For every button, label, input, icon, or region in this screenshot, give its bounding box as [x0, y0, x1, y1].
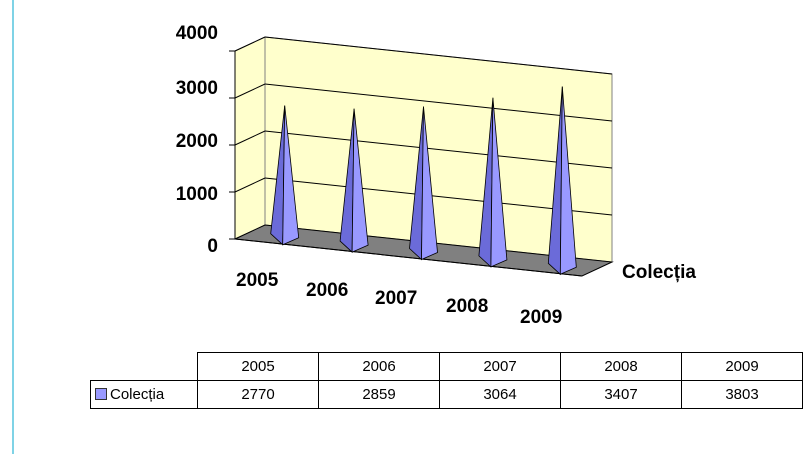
- table-row-label: Colecția: [110, 386, 165, 403]
- pyramid-face-right: [351, 108, 369, 253]
- table-header-cell: 2009: [681, 352, 803, 381]
- y-tick-label: 3000: [176, 78, 218, 99]
- pyramid-face-right: [559, 86, 577, 275]
- y-tick-label: 4000: [176, 23, 218, 44]
- pyramid-face-right: [490, 97, 508, 268]
- table-value-cell: 3064: [439, 380, 561, 409]
- pyramid-bar: [339, 108, 369, 253]
- y-tick-label: 1000: [176, 184, 218, 205]
- gridline: [264, 83, 613, 122]
- gridline-side: [234, 177, 266, 193]
- gridline-side: [234, 130, 266, 146]
- x-tick-label: 2008: [446, 296, 488, 317]
- x-axis-line: [234, 238, 583, 277]
- x-tick-label: 2006: [306, 280, 348, 301]
- table-corner-cell: [90, 352, 198, 381]
- x-tick-label: 2009: [520, 307, 562, 328]
- x-tick-label: 2007: [375, 288, 417, 309]
- chart-gridlines: [229, 36, 613, 240]
- y-tick-label: 0: [207, 236, 218, 257]
- table-header-cell: 2006: [318, 352, 440, 381]
- gridline: [264, 130, 613, 169]
- legend-key-swatch: [95, 388, 107, 400]
- pyramid-bar: [478, 97, 508, 268]
- depth-axis-label: Colecția: [622, 262, 696, 283]
- gridline-side: [234, 83, 266, 99]
- data-table: 2005 2006 2007 2008 2009 Colecția 2770 2…: [90, 352, 803, 409]
- table-value-cell: 2859: [318, 380, 440, 409]
- chart-labels: 4000 3000 2000 1000 0 2005 2006 2007 200…: [176, 23, 697, 328]
- pyramid-bar: [547, 86, 577, 276]
- table-header-cell: 2005: [197, 352, 319, 381]
- table-value-cell: 3407: [560, 380, 682, 409]
- left-border-rule: [12, 0, 14, 454]
- pyramid-bar: [409, 106, 438, 261]
- table-value-cell: 3803: [681, 380, 803, 409]
- y-tick-label: 2000: [176, 131, 218, 152]
- x-tick-label: 2005: [236, 270, 279, 291]
- pyramid-face-right: [421, 106, 438, 261]
- pyramid-bar: [270, 105, 300, 246]
- table-value-cell: 2770: [197, 380, 319, 409]
- pyramid-face-right: [282, 105, 300, 246]
- gridline-side: [234, 36, 266, 52]
- table-header-cell: 2008: [560, 352, 682, 381]
- chart-pyramids: [270, 86, 577, 276]
- pyramid-chart: 4000 3000 2000 1000 0 2005 2006 2007 200…: [176, 23, 697, 328]
- table-row: Colecția 2770 2859 3064 3407 3803: [90, 380, 803, 409]
- table-header-row: 2005 2006 2007 2008 2009: [90, 352, 803, 381]
- gridline: [264, 36, 613, 75]
- table-header-cell: 2007: [439, 352, 561, 381]
- table-legend-cell: Colecția: [90, 380, 198, 409]
